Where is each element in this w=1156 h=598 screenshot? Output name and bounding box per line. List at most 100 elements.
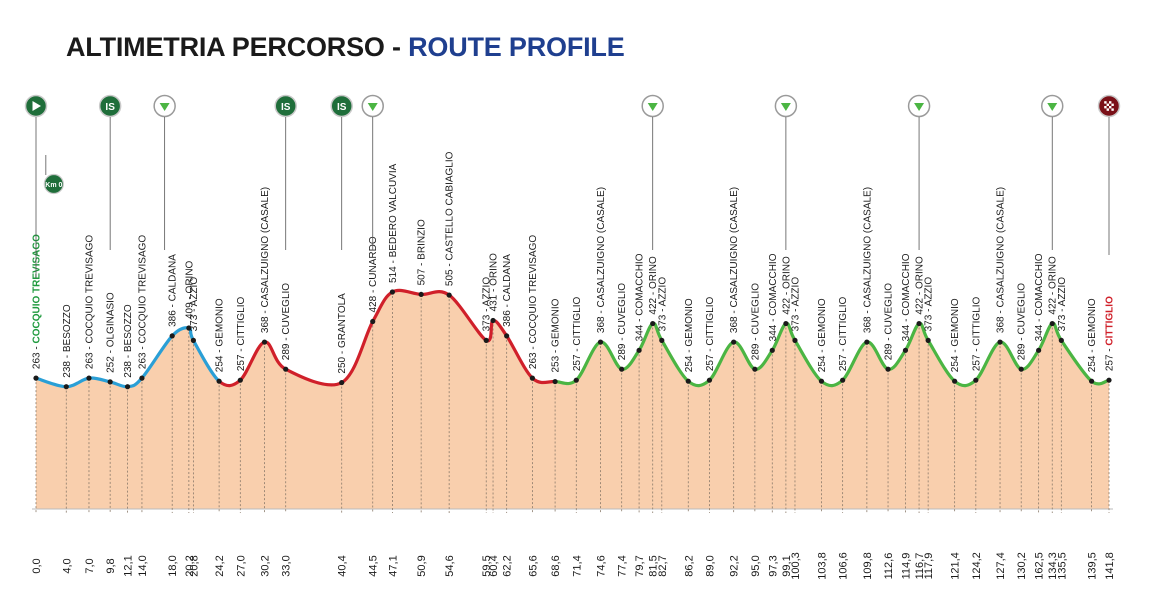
profile-point (86, 375, 92, 381)
altitude-value: 368 - (996, 308, 1007, 334)
altitude-value: 289 - (281, 335, 292, 361)
altitude-value: 254 - (817, 347, 828, 373)
place-name: COCQUIO TREVISAGO (84, 235, 95, 344)
altitude-value: 238 - (62, 352, 73, 378)
place-name: ORINO (915, 256, 926, 289)
km-label: 59,5 (481, 555, 493, 576)
km-label: 100,3 (790, 552, 802, 580)
altitude-value: 373 - (790, 306, 801, 331)
place-label: 238 - BESOZZO (62, 304, 73, 378)
profile-point (190, 337, 196, 343)
checkered-flag-icon (1109, 101, 1112, 104)
profile-point (216, 378, 222, 384)
place-label: 344 - COMACCHIO (1034, 253, 1045, 341)
altitude-value: 386 - (502, 301, 513, 327)
place-label: 257 - CITTIGLIO (1105, 296, 1116, 371)
km-label: 106,6 (838, 552, 850, 580)
place-label: 254 - GEMONIO (215, 298, 226, 372)
km-label: 162,5 (1034, 552, 1046, 580)
place-label: 431 - ORINO (489, 253, 500, 312)
place-name: GEMONIO (684, 298, 695, 347)
profile-point (619, 366, 625, 372)
km-label: 27,0 (235, 555, 247, 576)
km-label: 81,5 (648, 555, 660, 576)
altitude-value: 373 - (189, 306, 200, 331)
feed-zone-icon (641, 94, 664, 250)
play-icon (32, 101, 41, 111)
title-english: ROUTE PROFILE (408, 32, 625, 62)
place-name: ORINO (489, 253, 500, 286)
start-icon (24, 94, 48, 279)
place-name: CUVEGLIO (617, 283, 628, 335)
place-label: 289 - CUVEGLIO (617, 283, 628, 360)
km-label: 79,7 (634, 555, 646, 576)
place-label: 252 - OLGINASIO (106, 292, 117, 373)
profile-point (731, 339, 737, 345)
profile-point (490, 317, 496, 324)
intermediate-sprint-icon: IS (330, 94, 353, 250)
profile-point (792, 337, 798, 343)
profile-point (283, 366, 289, 372)
altitude-value: 368 - (862, 308, 873, 334)
checkered-flag-icon (1104, 101, 1107, 104)
place-name: BRINZIO (417, 219, 428, 260)
km-label: 86,2 (683, 555, 695, 576)
km-label: 139,5 (1087, 552, 1099, 580)
place-label: 373 - AZZIO (482, 277, 493, 332)
place-label: 257 - CITTIGLIO (838, 296, 849, 371)
profile-point (339, 379, 345, 386)
profile-point (952, 378, 958, 384)
profile-line-blue (34, 326, 221, 389)
place-label: 289 - CUVEGLIO (884, 283, 895, 360)
altitude-value: 368 - (260, 308, 271, 334)
place-name: CALDANA (168, 254, 179, 302)
feed-zone-icon (1040, 94, 1064, 250)
profile-point (597, 339, 604, 345)
altitude-value: 257 - (705, 346, 716, 372)
altitude-value: 257 - (838, 346, 849, 372)
place-label: 373 - AZZIO (924, 277, 935, 332)
place-label: 257 - CITTIGLIO (572, 296, 583, 371)
km-label: 141,8 (1104, 552, 1116, 580)
title-italian: ALTIMETRIA PERCORSO (66, 32, 385, 62)
altitude-value: 422 - (1048, 289, 1059, 315)
altitude-value: 254 - (950, 347, 961, 373)
altitude-value: 373 - (657, 306, 668, 331)
place-label: 373 - AZZIO (657, 277, 668, 332)
place-label: 289 - CUVEGLIO (1017, 283, 1028, 360)
km-label: 89,0 (704, 555, 716, 576)
profile-point (529, 375, 535, 381)
place-label: 422 - ORINO (781, 256, 792, 315)
place-name: ORINO (648, 256, 659, 289)
chart-title: ALTIMETRIA PERCORSO - ROUTE PROFILE (66, 32, 625, 63)
altitude-value: 368 - (596, 308, 607, 334)
place-name: CASALZUIGNO (CASALE) (260, 187, 271, 308)
profile-point (169, 333, 175, 339)
profile-point (752, 366, 758, 372)
place-name: CUNARDO (368, 236, 379, 287)
place-name: ORINO (1048, 256, 1059, 289)
km-label: 112,6 (883, 553, 895, 580)
feed-zone-icon (361, 94, 384, 250)
km-label: 62,2 (502, 555, 514, 576)
checkered-flag-icon (1111, 108, 1114, 111)
place-label: 422 - ORINO (648, 256, 659, 315)
place-label: 368 - CASALZUIGNO (CASALE) (996, 187, 1007, 333)
place-name: COCQUIO TREVISAGO (528, 235, 539, 344)
altitude-value: 422 - (915, 289, 926, 315)
altitude-value: 431 - (489, 286, 500, 312)
km-label: 116,7 (914, 553, 926, 580)
km-label: 77,4 (617, 555, 629, 576)
altitude-value: 507 - (417, 260, 428, 286)
place-name: CASTELLO CABIAGLIO (445, 151, 456, 260)
altitude-value: 257 - (572, 346, 583, 372)
km-label: 82,7 (657, 555, 669, 576)
altitude-value: 289 - (884, 335, 895, 361)
km-label: 99,1 (781, 555, 793, 576)
place-name: OLGINASIO (106, 292, 117, 347)
place-name: CITTIGLIO (1105, 296, 1116, 346)
km0-badge: Km 0 (43, 155, 64, 195)
profile-point (1058, 337, 1064, 343)
profile-point (552, 378, 558, 385)
place-name: CASALZUIGNO (CASALE) (996, 187, 1007, 308)
